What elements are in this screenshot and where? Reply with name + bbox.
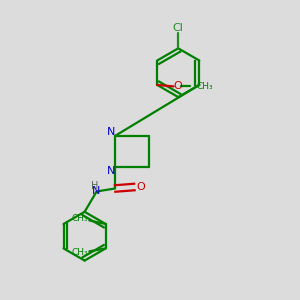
Text: Cl: Cl — [173, 23, 184, 33]
Text: CH₃: CH₃ — [196, 82, 213, 91]
Text: N: N — [92, 186, 100, 196]
Text: CH₃: CH₃ — [71, 248, 88, 257]
Text: N: N — [107, 127, 115, 137]
Text: O: O — [174, 81, 183, 91]
Text: N: N — [107, 166, 115, 176]
Text: H: H — [91, 181, 98, 190]
Text: O: O — [136, 182, 145, 192]
Text: CH₃: CH₃ — [71, 214, 88, 224]
